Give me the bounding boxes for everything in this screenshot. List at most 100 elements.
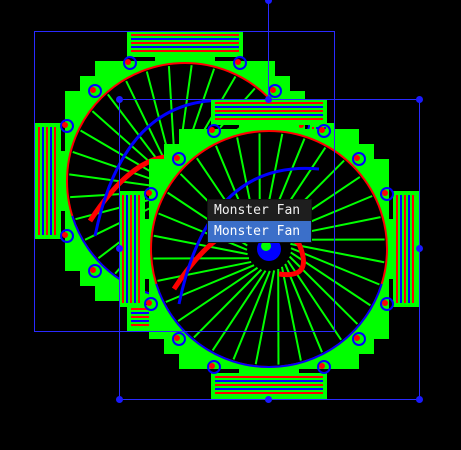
fan-spoke <box>254 270 276 365</box>
fan-swirl-shadow <box>177 166 320 305</box>
bolt <box>352 332 366 346</box>
stripe <box>215 106 323 108</box>
stripe <box>126 195 128 303</box>
bolt <box>207 124 221 138</box>
bolt <box>88 264 102 278</box>
stripe <box>215 118 323 120</box>
stripe <box>131 46 239 48</box>
bolt-core <box>62 232 68 238</box>
bolt-core <box>354 155 360 161</box>
stripe <box>404 195 406 303</box>
rotate-handle-icon[interactable] <box>265 0 272 4</box>
resize-handle-icon[interactable] <box>416 96 423 103</box>
bolt <box>172 332 186 346</box>
stripe <box>215 384 323 386</box>
bolt-core <box>90 267 96 273</box>
stripe <box>408 195 410 303</box>
stripe <box>131 38 239 40</box>
bolt <box>60 229 74 243</box>
resize-handle-icon[interactable] <box>116 96 123 103</box>
bolt-core <box>62 122 68 128</box>
bolt-core <box>354 335 360 341</box>
bolt <box>172 152 186 166</box>
bolt <box>317 360 331 374</box>
bolt-core <box>146 190 152 196</box>
menu-item-monster-fan-selected[interactable]: Monster Fan <box>208 221 311 242</box>
stripe <box>54 127 56 235</box>
bolt-core <box>174 155 180 161</box>
stripe <box>412 195 414 303</box>
bolt-core <box>174 335 180 341</box>
bolt-core <box>319 127 325 133</box>
sprite-bounding-box-back[interactable] <box>34 31 335 332</box>
fan-spoke <box>177 266 259 322</box>
stripe <box>215 380 323 382</box>
bolt <box>268 84 282 98</box>
bolt <box>123 56 137 70</box>
bolt-core <box>125 59 131 65</box>
stripe <box>215 110 323 112</box>
stripe <box>130 195 132 303</box>
stripe <box>138 195 140 303</box>
stripe <box>134 195 136 303</box>
stripe <box>215 388 323 390</box>
bolt-core <box>146 300 152 306</box>
bolt-core <box>209 363 215 369</box>
stripe <box>215 114 323 116</box>
menu-item-monster-fan-back[interactable]: Monster Fan <box>214 203 301 218</box>
fan-spoke <box>153 234 248 256</box>
bolt <box>60 119 74 133</box>
bolt-core <box>382 190 388 196</box>
bolt-core <box>235 59 241 65</box>
resize-handle-icon[interactable] <box>265 96 272 103</box>
stripe <box>215 102 323 104</box>
fan-spoke <box>157 260 252 282</box>
fan-spoke <box>280 266 302 361</box>
stripe <box>131 42 239 44</box>
bolt <box>207 360 221 374</box>
stripe <box>131 50 239 52</box>
bolt-core <box>382 300 388 306</box>
resize-handle-icon[interactable] <box>416 245 423 252</box>
bolt-core <box>319 363 325 369</box>
stripe <box>400 195 402 303</box>
rotor-rim <box>155 283 383 368</box>
fan-swirl-shadow <box>93 98 236 237</box>
bolt <box>233 56 247 70</box>
resize-handle-icon[interactable] <box>416 396 423 403</box>
stripe <box>46 127 48 235</box>
bolt <box>352 152 366 166</box>
bolt <box>380 187 394 201</box>
stripe <box>38 127 40 235</box>
bolt <box>380 297 394 311</box>
stripe <box>50 127 52 235</box>
bolt-core <box>209 127 215 133</box>
bolt <box>144 187 158 201</box>
stripe <box>396 195 398 303</box>
fan-spoke <box>290 242 385 264</box>
sprite-bounding-box-selected[interactable] <box>119 99 420 400</box>
stripe <box>215 392 323 394</box>
bolt-core <box>270 87 276 93</box>
rotate-handle-line <box>268 0 269 99</box>
fan-spoke <box>290 247 380 286</box>
fan-spoke <box>69 173 165 189</box>
fan-spoke <box>232 270 271 360</box>
bolt <box>317 124 331 138</box>
fan-spoke <box>125 80 169 168</box>
resize-handle-icon[interactable] <box>116 396 123 403</box>
fan-hub-highlight <box>261 241 271 251</box>
sprite-context-menu: Monster Fan Monster Fan <box>207 199 312 243</box>
resize-handle-icon[interactable] <box>265 396 272 403</box>
bolt <box>88 84 102 98</box>
resize-handle-icon[interactable] <box>116 245 123 252</box>
fan-spoke <box>193 268 263 339</box>
fan-spoke <box>211 270 267 351</box>
monster-fan-sprite <box>119 99 419 399</box>
stripe <box>131 34 239 36</box>
bolt <box>144 297 158 311</box>
stripe <box>42 127 44 235</box>
stripe <box>122 195 124 303</box>
